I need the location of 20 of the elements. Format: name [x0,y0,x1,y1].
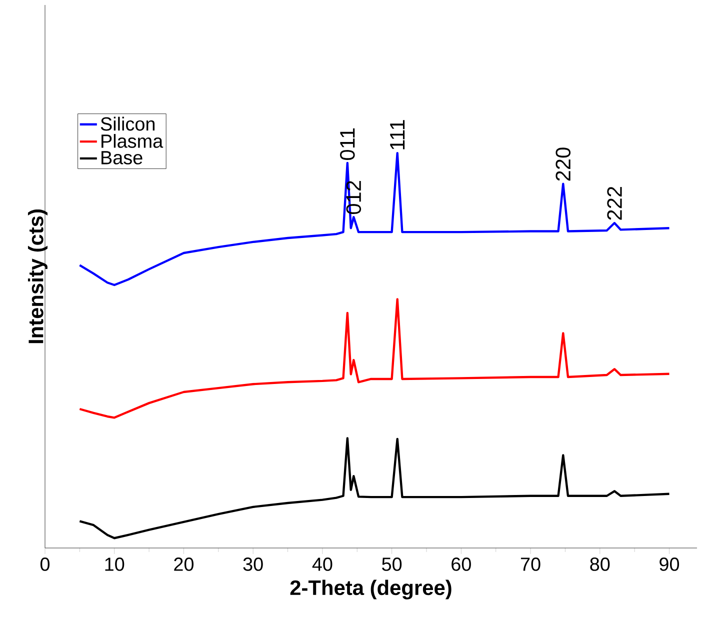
legend-label: Silicon [100,116,155,131]
annotation: 012 [346,181,362,214]
legend-label: Base [102,151,142,164]
x-tick-label: 10 [105,558,124,571]
x-tick-label: 70 [520,558,540,571]
annotation: 222 [607,186,622,220]
legend-label: Plasma [102,134,164,148]
annotation: 011 [340,128,355,160]
x-tick-label: 80 [590,558,610,571]
annotation: 220 [556,148,571,181]
x-tick-label: 90 [660,558,680,571]
x-tick-label: 30 [243,558,263,571]
x-tick-label: 0 [40,558,50,571]
y-axis-title: Intensity (cts) [28,210,48,344]
x-tick-label: 20 [174,558,194,571]
x-axis-title: 2-Theta (degree) [290,580,452,600]
annotation: 111 [390,120,405,150]
x-tick-label: 40 [312,558,332,571]
x-tick-label: 60 [452,558,471,571]
x-tick-label: 50 [382,558,402,571]
